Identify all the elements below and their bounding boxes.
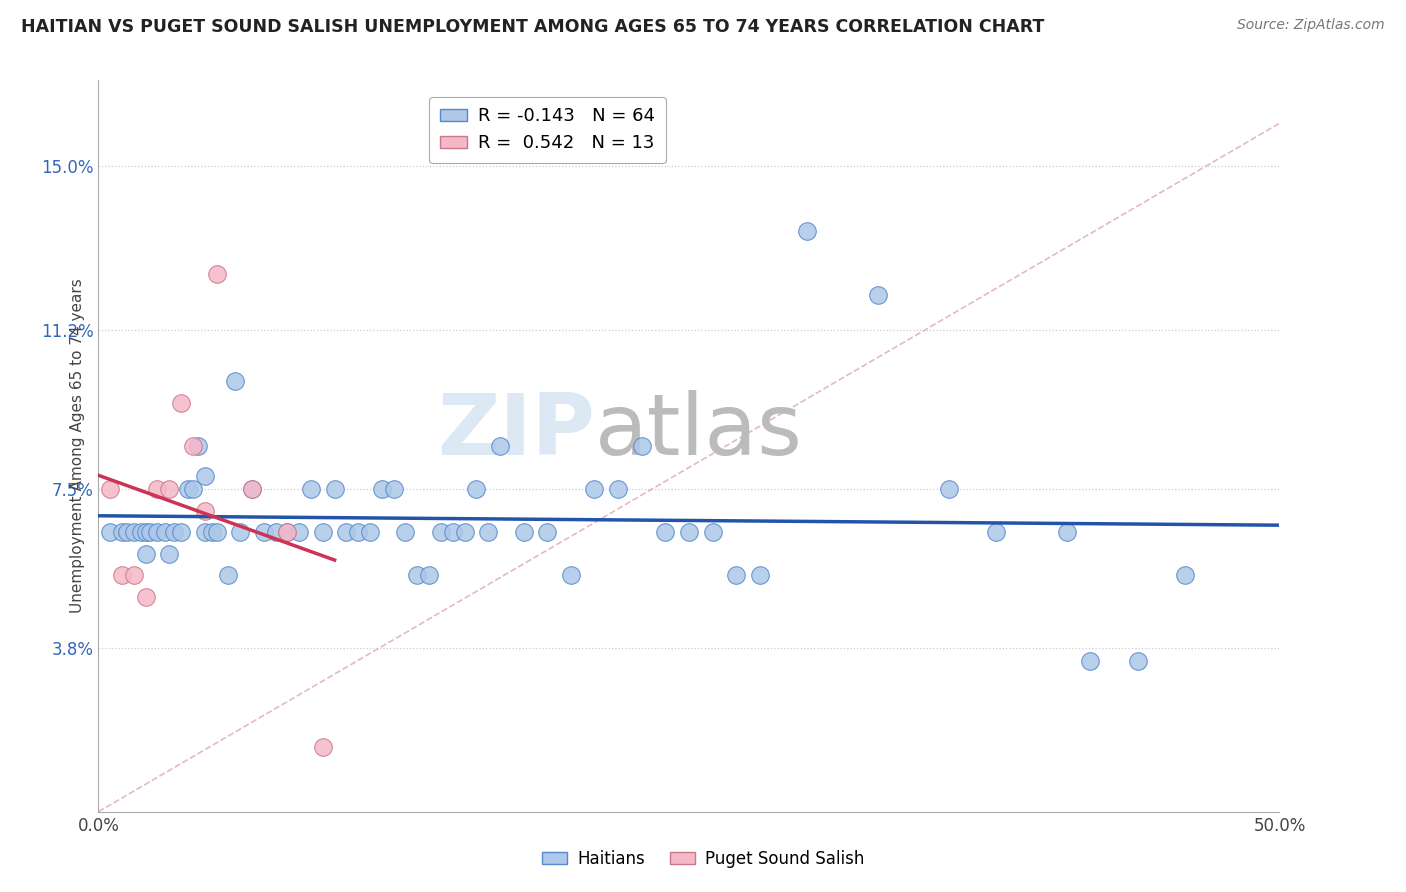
Point	[224, 375, 246, 389]
Point	[163, 524, 186, 539]
Point	[1174, 568, 1197, 582]
Point	[240, 482, 263, 496]
Point	[984, 524, 1007, 539]
Y-axis label: Unemployment Among Ages 65 to 74 years: Unemployment Among Ages 65 to 74 years	[69, 278, 84, 614]
Point	[135, 547, 157, 561]
Point	[560, 568, 582, 582]
Legend: R = -0.143   N = 64, R =  0.542   N = 13: R = -0.143 N = 64, R = 0.542 N = 13	[429, 96, 665, 163]
Point	[111, 568, 134, 582]
Point	[181, 482, 204, 496]
Point	[181, 439, 204, 453]
Legend: Haitians, Puget Sound Salish: Haitians, Puget Sound Salish	[536, 844, 870, 875]
Point	[1056, 524, 1078, 539]
Point	[122, 568, 145, 582]
Point	[187, 439, 209, 453]
Point	[229, 524, 252, 539]
Point	[170, 524, 193, 539]
Point	[276, 524, 298, 539]
Point	[453, 524, 475, 539]
Point	[371, 482, 394, 496]
Point	[157, 547, 180, 561]
Point	[335, 524, 357, 539]
Point	[122, 524, 145, 539]
Point	[394, 524, 416, 539]
Point	[135, 524, 157, 539]
Point	[441, 524, 464, 539]
Text: Source: ZipAtlas.com: Source: ZipAtlas.com	[1237, 18, 1385, 32]
Point	[938, 482, 960, 496]
Point	[430, 524, 453, 539]
Point	[477, 524, 499, 539]
Point	[157, 482, 180, 496]
Point	[359, 524, 381, 539]
Text: ZIP: ZIP	[437, 390, 595, 473]
Point	[536, 524, 558, 539]
Point	[1126, 654, 1149, 668]
Point	[217, 568, 239, 582]
Point	[205, 267, 228, 281]
Point	[253, 524, 276, 539]
Point	[465, 482, 488, 496]
Point	[98, 524, 121, 539]
Point	[866, 288, 889, 302]
Point	[288, 524, 311, 539]
Point	[796, 224, 818, 238]
Point	[177, 482, 200, 496]
Point	[489, 439, 512, 453]
Point	[205, 524, 228, 539]
Point	[630, 439, 652, 453]
Point	[678, 524, 700, 539]
Point	[240, 482, 263, 496]
Point	[111, 524, 134, 539]
Point	[299, 482, 322, 496]
Point	[98, 482, 121, 496]
Point	[135, 590, 157, 604]
Point	[725, 568, 748, 582]
Point	[512, 524, 534, 539]
Point	[607, 482, 630, 496]
Point	[153, 524, 176, 539]
Point	[276, 524, 298, 539]
Point	[194, 469, 217, 483]
Point	[654, 524, 676, 539]
Point	[1080, 654, 1102, 668]
Point	[702, 524, 724, 539]
Text: atlas: atlas	[595, 390, 803, 473]
Point	[382, 482, 405, 496]
Point	[418, 568, 440, 582]
Point	[312, 740, 335, 755]
Point	[583, 482, 606, 496]
Point	[264, 524, 287, 539]
Point	[194, 503, 217, 517]
Point	[194, 524, 217, 539]
Point	[170, 396, 193, 410]
Point	[748, 568, 770, 582]
Point	[201, 524, 224, 539]
Point	[146, 482, 169, 496]
Point	[323, 482, 346, 496]
Point	[312, 524, 335, 539]
Point	[146, 524, 169, 539]
Point	[347, 524, 370, 539]
Point	[129, 524, 152, 539]
Text: HAITIAN VS PUGET SOUND SALISH UNEMPLOYMENT AMONG AGES 65 TO 74 YEARS CORRELATION: HAITIAN VS PUGET SOUND SALISH UNEMPLOYME…	[21, 18, 1045, 36]
Point	[139, 524, 162, 539]
Point	[115, 524, 138, 539]
Point	[406, 568, 429, 582]
